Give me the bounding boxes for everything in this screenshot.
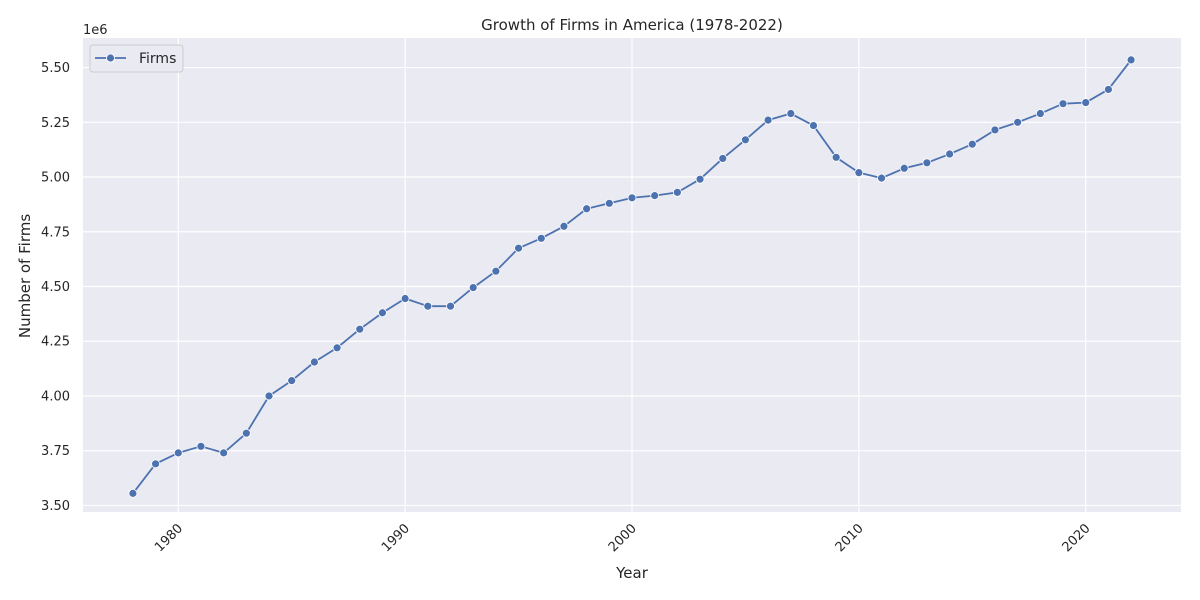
x-axis-label: Year [615,564,649,582]
data-point-1982 [219,448,229,458]
y-tick-label-4: 4.50 [41,280,70,295]
data-point-2014 [945,149,955,159]
y-tick-label-3: 4.25 [41,335,70,350]
data-point-2021 [1104,85,1113,94]
data-point-1998 [582,204,592,214]
chart-title: Growth of Firms in America (1978-2022) [481,16,783,34]
data-point-1978 [128,488,138,498]
data-point-2001 [650,191,660,201]
data-point-1991 [423,301,433,311]
data-point-2020 [1081,98,1091,107]
y-tick-label-7: 5.25 [41,116,70,131]
grid-lines [83,38,1181,512]
data-point-1988 [355,324,365,334]
legend-box [89,44,184,73]
data-point-2002 [672,187,682,197]
data-point-1996 [536,233,546,243]
data-point-1993 [468,283,478,292]
y-axis-offset-label: 1e6 [83,23,108,38]
data-point-2011 [877,173,886,183]
data-point-1992 [446,301,455,311]
data-point-1990 [400,294,410,303]
data-point-1987 [332,343,342,353]
y-tick-label-6: 5.00 [41,171,70,186]
data-point-2007 [786,109,796,118]
data-point-1997 [559,221,569,231]
data-point-2016 [990,125,1000,135]
data-point-1999 [604,198,614,208]
y-tick-label-2: 4.00 [41,389,70,404]
data-point-2003 [695,174,705,184]
data-point-2013 [922,158,932,168]
data-point-1994 [491,266,501,276]
data-point-1979 [151,459,160,469]
data-point-2015 [967,139,977,149]
y-tick-label-1: 3.75 [41,444,70,459]
data-point-1995 [514,243,523,253]
data-point-2017 [1013,117,1023,127]
legend-marker-firms [106,53,115,63]
data-point-2006 [763,115,773,125]
data-point-1989 [378,308,387,318]
data-point-2005 [741,135,750,145]
y-tick-label-8: 5.50 [41,61,70,76]
data-point-2000 [627,193,637,203]
data-point-2022 [1126,55,1136,65]
data-point-2004 [718,154,728,163]
data-point-1980 [173,448,183,458]
data-point-2012 [899,163,909,173]
y-tick-label-0: 3.50 [41,499,70,514]
data-point-1983 [241,428,251,438]
data-point-2018 [1035,109,1045,118]
data-point-2019 [1058,99,1068,109]
data-point-1986 [309,357,319,367]
legend: Firms [89,44,184,73]
data-point-2008 [809,121,818,130]
data-point-1985 [287,376,297,386]
y-axis-ticks: 3.50 3.75 4.00 4.25 4.50 4.75 5.00 5.25 5.50 [41,61,70,514]
y-axis-label: Number of Firms [16,214,34,338]
legend-label-firms: Firms [139,51,176,67]
data-point-2009 [831,152,841,162]
series-layer [128,55,1136,498]
data-point-1984 [264,391,274,401]
data-point-1981 [196,441,206,451]
y-tick-label-5: 4.75 [41,225,70,240]
data-point-2010 [854,168,864,178]
